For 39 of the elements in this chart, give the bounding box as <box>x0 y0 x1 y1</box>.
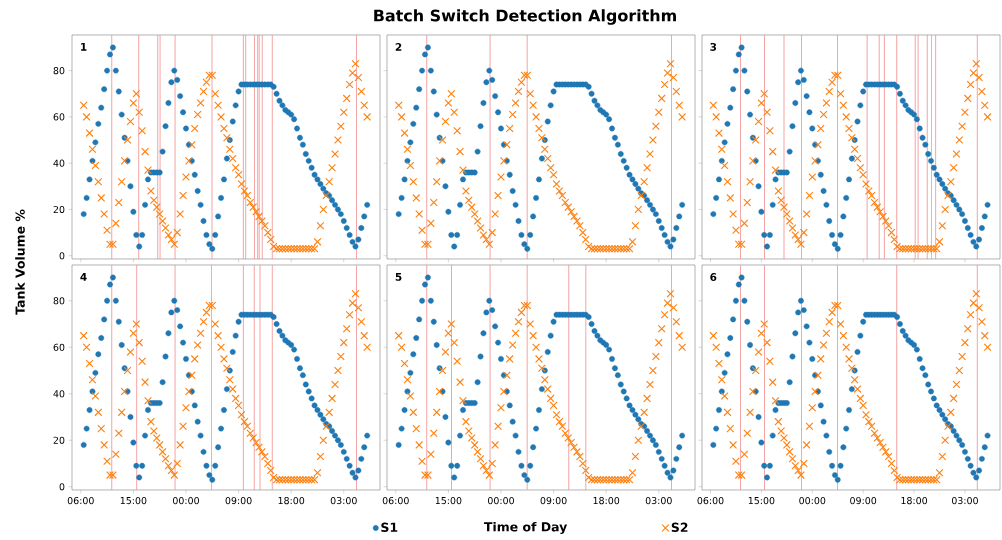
legend-label: S2 <box>671 522 688 533</box>
x-tick-label: 00:00 <box>487 497 514 505</box>
y-tick-label: 80 <box>53 67 65 75</box>
x-tick-label: 06:00 <box>697 497 724 505</box>
y-tick-label: 0 <box>59 252 65 260</box>
chart-title: Batch Switch Detection Algorithm <box>374 9 676 25</box>
annotation: 2 <box>395 43 402 51</box>
x-tick-label: 03:00 <box>951 497 978 505</box>
y-tick-label: 40 <box>53 390 65 398</box>
annotation: 4 <box>80 273 87 281</box>
y-axis-title: Tank Volume % <box>15 209 25 315</box>
y-tick-label: 80 <box>53 297 65 305</box>
legend-label: S1 <box>381 522 398 533</box>
y-tick-label: 20 <box>53 436 65 444</box>
x-tick-label: 03:00 <box>645 497 672 505</box>
y-tick-label: 60 <box>53 113 65 121</box>
x-tick-label: 00:00 <box>799 497 826 505</box>
x-tick-label: 15:00 <box>120 497 147 505</box>
x-tick-label: 06:00 <box>382 497 409 505</box>
x-tick-label: 09:00 <box>540 497 567 505</box>
x-tick-label: 06:00 <box>67 497 94 505</box>
annotation: 6 <box>710 273 717 281</box>
y-tick-label: 40 <box>53 159 65 167</box>
y-tick-label: 60 <box>53 343 65 351</box>
x-tick-label: 09:00 <box>225 497 252 505</box>
x-tick-label: 09:00 <box>850 497 877 505</box>
x-tick-label: 15:00 <box>435 497 462 505</box>
x-tick-label: 18:00 <box>593 497 620 505</box>
annotation: 1 <box>81 43 87 51</box>
annotation: 3 <box>710 43 717 51</box>
x-tick-label: 18:00 <box>278 497 305 505</box>
y-tick-label: 0 <box>59 483 65 491</box>
x-tick-label: 03:00 <box>330 497 357 505</box>
annotation: 5 <box>395 273 402 281</box>
x-tick-label: 18:00 <box>901 497 928 505</box>
y-tick-label: 20 <box>53 205 65 214</box>
x-tick-label: 00:00 <box>172 497 199 505</box>
x-tick-label: 15:00 <box>748 497 775 505</box>
x-axis-title: Time of Day <box>484 521 568 535</box>
